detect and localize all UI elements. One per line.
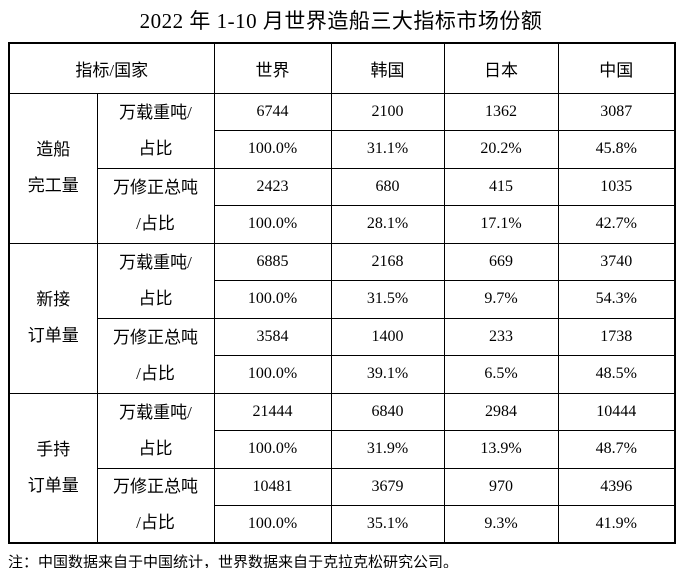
- value-cell-japan: 233: [443, 317, 559, 356]
- value-cell-china: 1035: [557, 167, 676, 206]
- share-cell-korea: 35.1%: [330, 505, 445, 544]
- share-cell-japan: 13.9%: [443, 430, 559, 469]
- group-label-new-orders: 新接 订单量: [8, 242, 98, 394]
- table-title: 2022 年 1-10 月世界造船三大指标市场份额: [139, 9, 543, 33]
- share-cell-japan: 20.2%: [443, 130, 559, 169]
- label-line: 万修正总吨: [113, 177, 198, 197]
- share-cell-japan: 17.1%: [443, 205, 559, 244]
- share-cell-world: 100.0%: [213, 505, 332, 544]
- label-line: /占比: [136, 513, 175, 533]
- value-cell-japan: 970: [443, 467, 559, 506]
- table-row: 新接 订单量 万载重吨/ 占比 6885 2168 669 3740: [8, 242, 676, 394]
- label-line: /占比: [136, 363, 175, 383]
- label-line: 占比: [138, 288, 173, 308]
- share-cell-china: 48.7%: [557, 430, 676, 469]
- value-cell-china: 10444: [557, 392, 676, 431]
- metric-label-dwt: 万载重吨/ 占比: [96, 92, 215, 169]
- header-cell-indicator-country: 指标/国家: [8, 42, 215, 94]
- market-share-table: 指标/国家 世界 韩国 日本 中国 造船 完工量 万载重吨/ 占比 6744 2…: [8, 42, 677, 544]
- table-row: 100.0% 28.1% 17.1% 42.7%: [9, 205, 676, 244]
- share-cell-korea: 31.5%: [330, 280, 445, 319]
- share-cell-china: 48.5%: [557, 355, 676, 394]
- share-cell-korea: 28.1%: [330, 205, 445, 244]
- label-line: 新接: [36, 290, 71, 309]
- metric-label-dwt: 万载重吨/ 占比: [96, 392, 215, 469]
- label-line: 手持: [36, 439, 71, 459]
- table-header-row: 指标/国家 世界 韩国 日本 中国: [8, 42, 676, 94]
- value-cell-world: 6744: [213, 92, 332, 131]
- value-cell-japan: 2984: [443, 392, 559, 431]
- group-label-order-backlog: 手持 订单量: [8, 392, 98, 544]
- value-cell-korea: 2168: [330, 242, 445, 281]
- table-row: 万修正总吨 /占比 3584 1400 233 1738: [9, 317, 676, 394]
- table-row: 100.0% 31.5% 9.7% 54.3%: [9, 280, 676, 319]
- label-line: /占比: [136, 213, 175, 233]
- value-cell-china: 3087: [557, 92, 676, 131]
- value-cell-world: 2423: [213, 167, 332, 206]
- value-cell-world: 6885: [213, 242, 332, 281]
- share-cell-korea: 39.1%: [330, 355, 445, 394]
- share-cell-china: 45.8%: [557, 130, 676, 169]
- label-line: 占比: [138, 438, 173, 458]
- share-cell-world: 100.0%: [213, 355, 332, 394]
- table-row: 100.0% 31.1% 20.2% 45.8%: [9, 130, 676, 169]
- value-cell-japan: 1362: [443, 92, 559, 131]
- value-cell-korea: 680: [330, 167, 445, 206]
- value-cell-china: 4396: [557, 467, 676, 506]
- group-label-shipbuilding-completions: 造船 完工量: [8, 92, 98, 244]
- value-cell-japan: 415: [443, 167, 559, 206]
- value-cell-world: 21444: [213, 392, 332, 431]
- metric-label-cgt: 万修正总吨 /占比: [96, 467, 215, 544]
- footnote: 注：中国数据来自于中国统计，世界数据来自于克拉克松研究公司。: [8, 555, 459, 568]
- value-cell-korea: 3679: [330, 467, 445, 506]
- metric-label-cgt: 万修正总吨 /占比: [96, 167, 215, 244]
- label-line: 万修正总吨: [113, 327, 198, 347]
- value-cell-korea: 6840: [330, 392, 445, 431]
- share-cell-korea: 31.9%: [330, 430, 445, 469]
- header-cell-world: 世界: [213, 42, 332, 94]
- share-cell-world: 100.0%: [213, 280, 332, 319]
- metric-label-cgt: 万修正总吨 /占比: [96, 317, 215, 394]
- value-cell-world: 10481: [213, 467, 332, 506]
- header-cell-japan: 日本: [443, 42, 559, 94]
- share-cell-world: 100.0%: [213, 430, 332, 469]
- header-cell-china: 中国: [557, 42, 676, 94]
- share-cell-china: 41.9%: [557, 505, 676, 544]
- share-cell-world: 100.0%: [213, 205, 332, 244]
- table-row: 100.0% 31.9% 13.9% 48.7%: [9, 430, 676, 469]
- value-cell-japan: 669: [443, 242, 559, 281]
- label-line: 订单量: [27, 475, 79, 495]
- table-row: 造船 完工量 万载重吨/ 占比 6744 2100 1362 3087: [8, 92, 676, 244]
- value-cell-china: 3740: [557, 242, 676, 281]
- share-cell-japan: 9.3%: [443, 505, 559, 544]
- header-cell-korea: 韩国: [330, 42, 445, 94]
- metric-label-dwt: 万载重吨/ 占比: [96, 242, 215, 319]
- label-line: 万修正总吨: [113, 477, 198, 497]
- table-row: 手持 订单量 万载重吨/ 占比 21444 6840 2984 10444: [8, 392, 676, 544]
- share-cell-china: 54.3%: [557, 280, 676, 319]
- label-line: 占比: [138, 138, 173, 158]
- share-cell-world: 100.0%: [213, 130, 332, 169]
- label-line: 万载重吨/: [119, 252, 192, 272]
- share-cell-china: 42.7%: [557, 205, 676, 244]
- share-cell-japan: 9.7%: [443, 280, 559, 319]
- label-line: 万载重吨/: [119, 402, 192, 422]
- label-line: 订单量: [27, 326, 79, 345]
- share-cell-korea: 31.1%: [330, 130, 445, 169]
- table-row: 万修正总吨 /占比 2423 680 415 1035: [9, 167, 676, 244]
- label-line: 完工量: [27, 176, 79, 195]
- table-row: 万修正总吨 /占比 10481 3679 970 4396: [9, 467, 676, 544]
- table-row: 100.0% 39.1% 6.5% 48.5%: [9, 355, 676, 394]
- value-cell-world: 3584: [213, 317, 332, 356]
- label-line: 造船: [36, 140, 71, 159]
- label-line: 万载重吨/: [119, 102, 192, 122]
- value-cell-korea: 2100: [330, 92, 445, 131]
- share-cell-japan: 6.5%: [443, 355, 559, 394]
- value-cell-china: 1738: [557, 317, 676, 356]
- value-cell-korea: 1400: [330, 317, 445, 356]
- table-row: 100.0% 35.1% 9.3% 41.9%: [9, 505, 676, 544]
